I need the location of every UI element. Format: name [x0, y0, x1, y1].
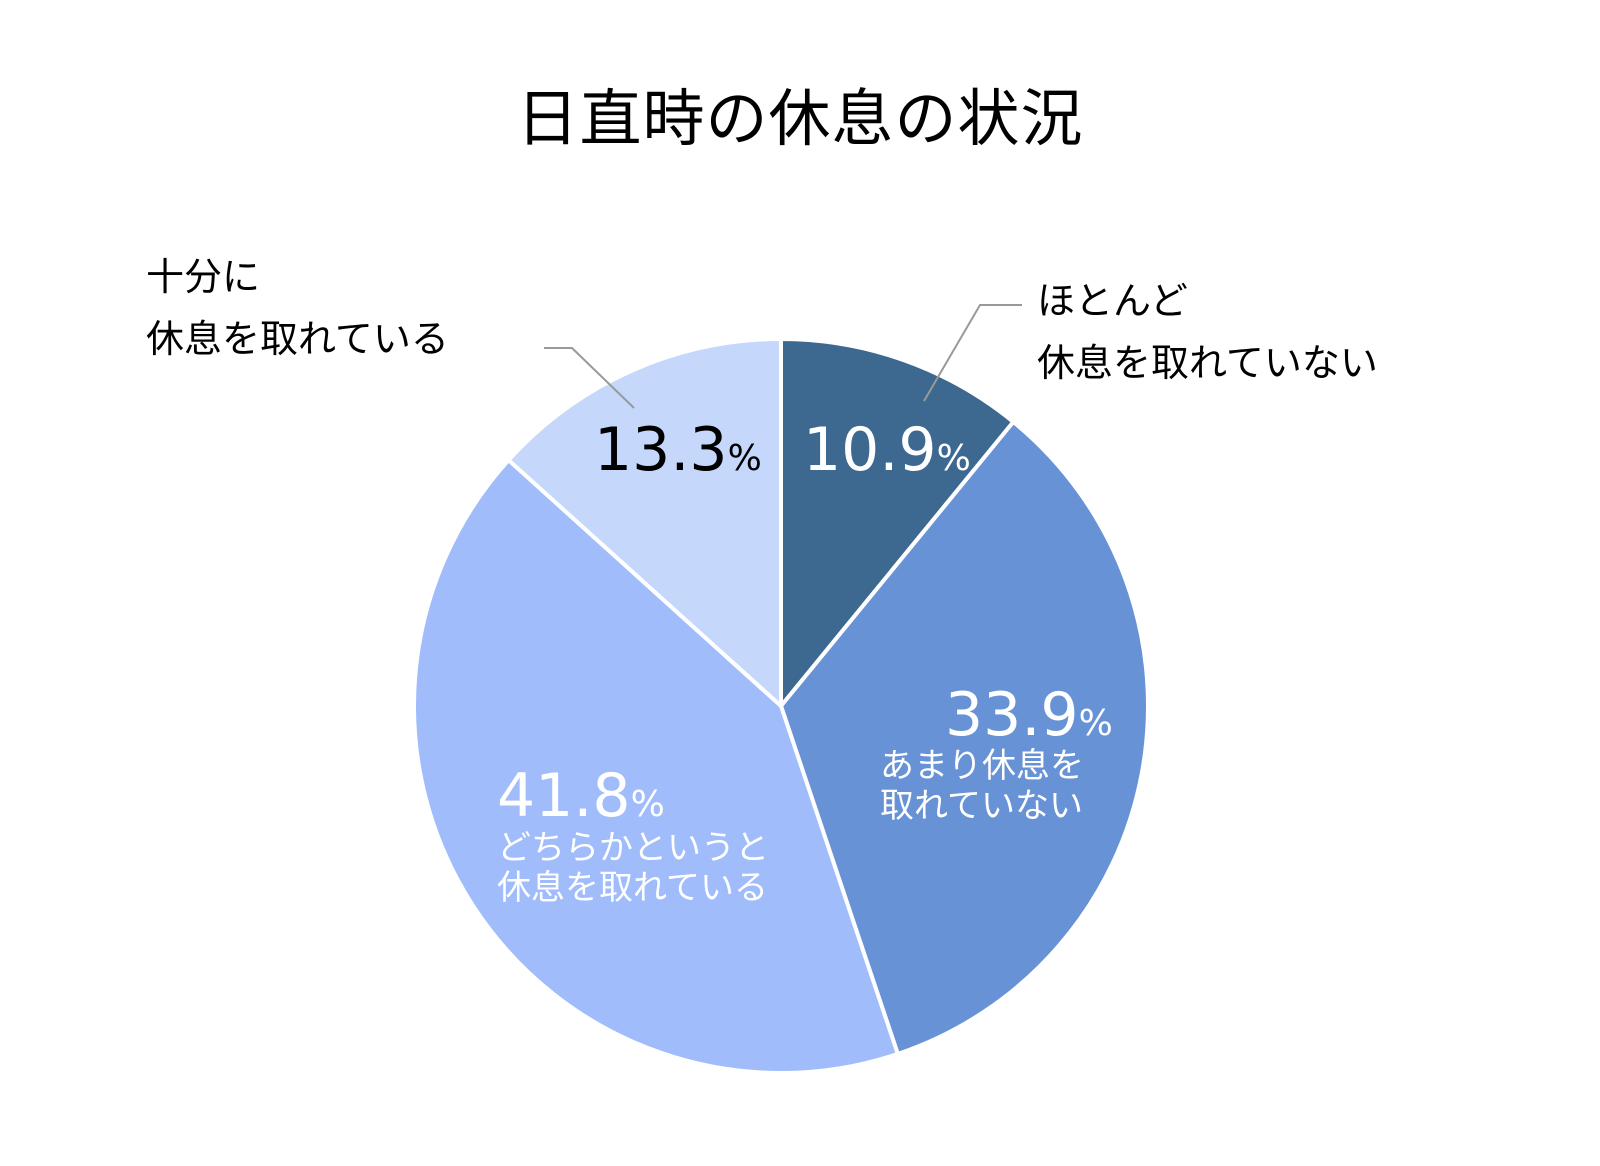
slice3-percent: 41.8%: [497, 761, 665, 831]
pie-slice-3: [411, 458, 900, 1075]
slice1-percent: 10.9%: [803, 415, 971, 485]
pie-slice-2: [779, 419, 1150, 1056]
leader-line-slice1: [923, 304, 1022, 402]
slice2-category-label: あまり休息を 取れていない: [880, 746, 1084, 826]
slice2-percent: 33.9%: [945, 680, 1113, 750]
leader-line-slice4: [544, 347, 635, 409]
slice4-category-label: 十分に 休息を取れている: [146, 255, 449, 361]
slice4-percent: 13.3%: [594, 415, 762, 485]
slice3-category-label: どちらかというと 休息を取れている: [497, 828, 769, 908]
pie-slice-1: [779, 337, 1016, 708]
slice1-category-label: ほとんど 休息を取れていない: [1037, 279, 1378, 385]
pie-slice-4: [506, 337, 783, 708]
chart-title: 日直時の休息の状況: [516, 82, 1084, 155]
